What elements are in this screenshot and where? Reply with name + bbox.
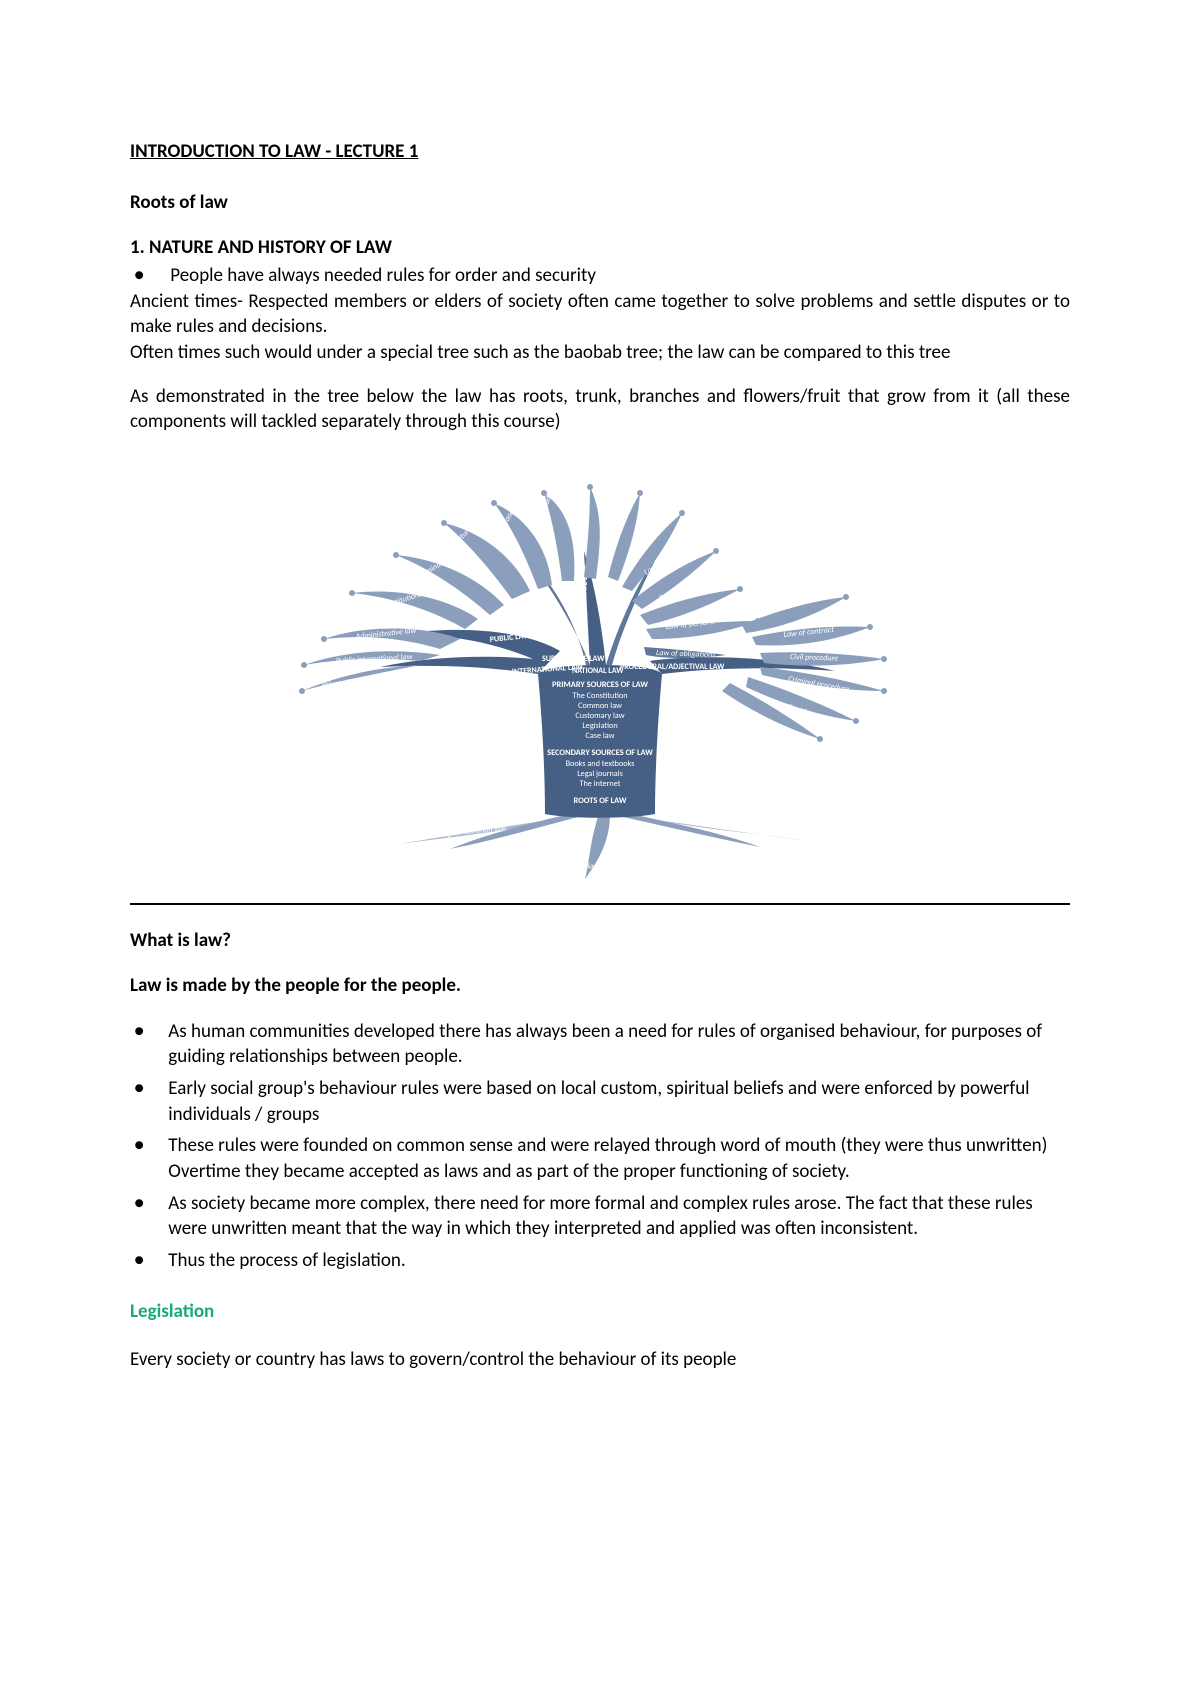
bullet-icon: ●: [134, 1133, 144, 1157]
subheading-legislation: Legislation: [130, 1300, 1070, 1323]
list-item: ● Early social group's behaviour rules we…: [130, 1076, 1070, 1127]
paragraph-tree-comparison: Often times such would under a special t…: [130, 340, 1070, 366]
paragraph-tree-intro: As demonstrated in the tree below the la…: [130, 384, 1070, 435]
bullet-icon: ●: [134, 1076, 144, 1100]
trunk-head-primary: PRIMARY SOURCES OF LAW: [552, 680, 648, 690]
list-item: ● As human communities developed there ha…: [130, 1019, 1070, 1070]
bullet-icon: ●: [134, 1248, 144, 1272]
trunk-line: Legislation: [582, 721, 617, 731]
list-item-text: Thus the process of legislation.: [168, 1248, 405, 1274]
trunk-line: Common law: [578, 701, 622, 711]
list-item-text: Early social group's behaviour rules wer…: [168, 1076, 1070, 1127]
list-item: ● These rules were founded on common sens…: [130, 1133, 1070, 1184]
tree-svg: English common law Roman-Dutch law Indig…: [290, 469, 910, 889]
law-tree-diagram: English common law Roman-Dutch law Indig…: [130, 469, 1070, 889]
page-title: INTRODUCTION TO LAW - LECTURE 1: [130, 140, 1070, 163]
branch-label: Law of obligations: [656, 648, 716, 660]
tree-right-sub: Law of delict Law of contract Civil proc…: [722, 596, 884, 758]
what-is-law-bullets: ● As human communities developed there ha…: [130, 1019, 1070, 1274]
list-item-text: These rules were founded on common sense…: [168, 1133, 1070, 1184]
bullet-icon: ●: [134, 1191, 144, 1215]
intro-bullet: ● People have always needed rules for or…: [130, 263, 1070, 289]
trunk-line: The Constitution: [572, 691, 627, 701]
trunk-head-secondary: SECONDARY SOURCES OF LAW: [547, 748, 653, 758]
trunk-line: Legal journals: [577, 769, 623, 779]
tree-roots: English common law Roman-Dutch law Indig…: [400, 809, 810, 879]
trunk-line: Books and textbooks: [566, 759, 635, 769]
trunk-line: Customary law: [575, 711, 624, 721]
branch-label: Private international law: [321, 673, 402, 690]
list-item: ● As society became more complex, there n…: [130, 1191, 1070, 1242]
branch-label: Commercial law: [573, 469, 590, 521]
subheading-roots: Roots of law: [130, 191, 1070, 214]
bullet-icon: ●: [134, 1019, 144, 1043]
trunk-head-roots: ROOTS OF LAW: [573, 796, 626, 806]
list-item: ● Thus the process of legislation.: [130, 1248, 1070, 1274]
list-item-text: As human communities developed there has…: [168, 1019, 1070, 1070]
intro-bullet-text: People have always needed rules for orde…: [170, 263, 596, 289]
list-item-text: As society became more complex, there ne…: [168, 1191, 1070, 1242]
branch-label: NATIONAL LAW: [572, 666, 624, 676]
tree-top-center: Intellectual property law Law of propert…: [605, 469, 758, 660]
paragraph-ancient-times: Ancient times- Respected members or elde…: [130, 289, 1070, 340]
branch-label: Civil procedure: [790, 652, 838, 664]
bullet-icon: ●: [134, 263, 144, 287]
trunk-line: The internet: [580, 779, 621, 789]
subheading-law-by-people: Law is made by the people for the people…: [130, 974, 1070, 997]
tree-trunk: PRIMARY SOURCES OF LAW The Constitution …: [538, 665, 662, 818]
branch-label: PROCEDURAL/ADJECTIVAL LAW: [620, 662, 725, 672]
trunk-line: Case law: [585, 731, 614, 741]
subheading-what-is-law: What is law?: [130, 929, 1070, 952]
paragraph-legislation: Every society or country has laws to gov…: [130, 1347, 1070, 1373]
document-page: INTRODUCTION TO LAW - LECTURE 1 Roots of…: [0, 0, 1200, 1697]
section-heading-nature-history: 1. NATURE AND HISTORY OF LAW: [130, 236, 1070, 259]
